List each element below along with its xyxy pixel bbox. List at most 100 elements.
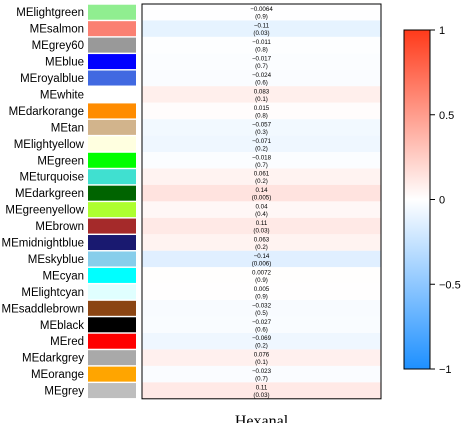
heatmap-frame <box>141 3 382 400</box>
heatmap-cell <box>142 201 381 218</box>
cell-correlation-label: −0.057 <box>252 121 272 128</box>
module-swatch <box>88 333 136 349</box>
cell-correlation-label: −0.071 <box>252 138 272 145</box>
cell-pvalue-label: (0.03) <box>253 392 269 399</box>
cell-correlation-label: −0.027 <box>252 319 272 326</box>
module-swatch <box>88 284 136 300</box>
cell-pvalue-label: (0.9) <box>255 14 268 21</box>
module-swatch <box>88 235 136 251</box>
cell-correlation-label: −0.0064 <box>250 6 273 13</box>
module-label: MEsaddlebrown <box>2 303 84 315</box>
heatmap-cell <box>142 4 381 21</box>
cell-correlation-label: −0.032 <box>252 302 272 309</box>
module-label: MEdarkorange <box>9 106 84 118</box>
module-label: MEgrey60 <box>32 40 84 52</box>
module-swatch <box>88 169 136 185</box>
cell-correlation-label: 0.005 <box>254 286 270 293</box>
cell-pvalue-label: (0.2) <box>255 343 268 350</box>
module-swatch <box>88 152 136 168</box>
heatmap-cell <box>142 267 381 284</box>
heatmap-cell <box>142 152 381 169</box>
cell-correlation-label: −0.018 <box>252 154 272 161</box>
module-swatch <box>88 54 136 70</box>
cell-correlation-label: −0.011 <box>252 39 271 46</box>
cell-pvalue-label: (0.8) <box>255 112 268 119</box>
module-label: MEgreenyellow <box>5 205 84 217</box>
module-swatch <box>88 4 136 20</box>
module-swatch <box>88 202 136 218</box>
heatmap-cell <box>142 382 381 399</box>
module-swatch <box>88 317 136 333</box>
trait-column-label: Hexanal <box>235 413 289 423</box>
module-label: MEsalmon <box>30 24 84 36</box>
cell-pvalue-label: (0.6) <box>255 326 268 333</box>
cell-pvalue-label: (0.2) <box>255 145 268 152</box>
heatmap-cell <box>142 250 381 268</box>
heatmap-cell <box>142 349 381 366</box>
colorbar-tick-label: 0.5 <box>439 110 454 122</box>
module-label: MEcyan <box>42 270 84 282</box>
module-label: MElightcyan <box>21 287 84 299</box>
colorbar-tick-label: 0 <box>439 195 445 207</box>
module-swatch <box>88 218 136 234</box>
cell-correlation-label: 0.015 <box>254 105 270 112</box>
cell-correlation-label: 0.0072 <box>252 269 271 276</box>
colorbar-tick-label: −0.5 <box>439 279 461 291</box>
heatmap-cell <box>142 184 381 202</box>
heatmap-cell <box>142 20 381 37</box>
heatmap-cell <box>142 119 381 136</box>
heatmap-cell <box>142 36 381 54</box>
cell-pvalue-label: (0.5) <box>255 310 268 317</box>
cell-pvalue-label: (0.7) <box>255 63 268 70</box>
cell-correlation-label: 0.04 <box>255 204 268 211</box>
module-label: MEblue <box>45 57 84 69</box>
module-swatch <box>88 103 136 119</box>
heatmap-cell <box>142 234 381 251</box>
cell-pvalue-label: (0.9) <box>255 293 268 300</box>
module-label: MElightgreen <box>16 7 84 19</box>
cell-pvalue-label: (0.006) <box>252 260 272 267</box>
heatmap-cell <box>142 365 381 383</box>
cell-pvalue-label: (0.1) <box>255 96 268 103</box>
heatmap-cell <box>142 69 381 87</box>
cell-correlation-label: −0.14 <box>254 253 270 260</box>
heatmap-cell <box>142 316 381 333</box>
module-swatch <box>88 21 136 37</box>
colorbar: 1 0.5 0 −0.5 −1 <box>403 25 461 376</box>
module-swatch <box>88 300 136 316</box>
module-label: MEblack <box>40 320 84 332</box>
cell-correlation-label: 0.083 <box>254 88 270 95</box>
module-label: MEred <box>50 336 84 348</box>
module-label: MEbrown <box>35 221 84 233</box>
heatmap-cell <box>142 168 381 185</box>
module-swatch <box>88 366 136 382</box>
module-color-swatches <box>88 4 136 399</box>
cell-pvalue-label: (0.03) <box>253 228 269 235</box>
cell-correlation-label: −0.11 <box>254 23 270 30</box>
cell-correlation-label: −0.024 <box>252 72 272 79</box>
heatmap-cell <box>142 86 381 103</box>
cell-correlation-label: 0.11 <box>256 385 268 392</box>
module-swatch <box>88 70 136 86</box>
cell-correlation-label: 0.061 <box>254 171 270 178</box>
module-swatch <box>88 37 136 53</box>
module-label: MEmidnightblue <box>2 238 84 250</box>
cell-pvalue-label: (0.8) <box>255 47 268 54</box>
heatmap-cells: −0.0064(0.9)−0.11(0.03)−0.011(0.8)−0.017… <box>142 4 381 399</box>
cell-correlation-label: −0.017 <box>252 56 272 63</box>
cell-pvalue-label: (0.1) <box>255 359 268 366</box>
cell-correlation-label: 0.076 <box>254 352 270 359</box>
module-swatch <box>88 185 136 201</box>
cell-pvalue-label: (0.005) <box>252 195 272 202</box>
cell-pvalue-label: (0.9) <box>255 277 268 284</box>
module-label: MEgrey <box>44 386 84 398</box>
module-swatch <box>88 251 136 267</box>
module-label: MEorange <box>31 369 84 381</box>
colorbar-gradient <box>403 29 431 370</box>
module-swatch <box>88 350 136 366</box>
module-label: MElightyellow <box>14 139 85 151</box>
module-label: MEgreen <box>37 155 84 167</box>
module-label: MEroyalblue <box>20 73 84 85</box>
heatmap-cell <box>142 102 381 120</box>
